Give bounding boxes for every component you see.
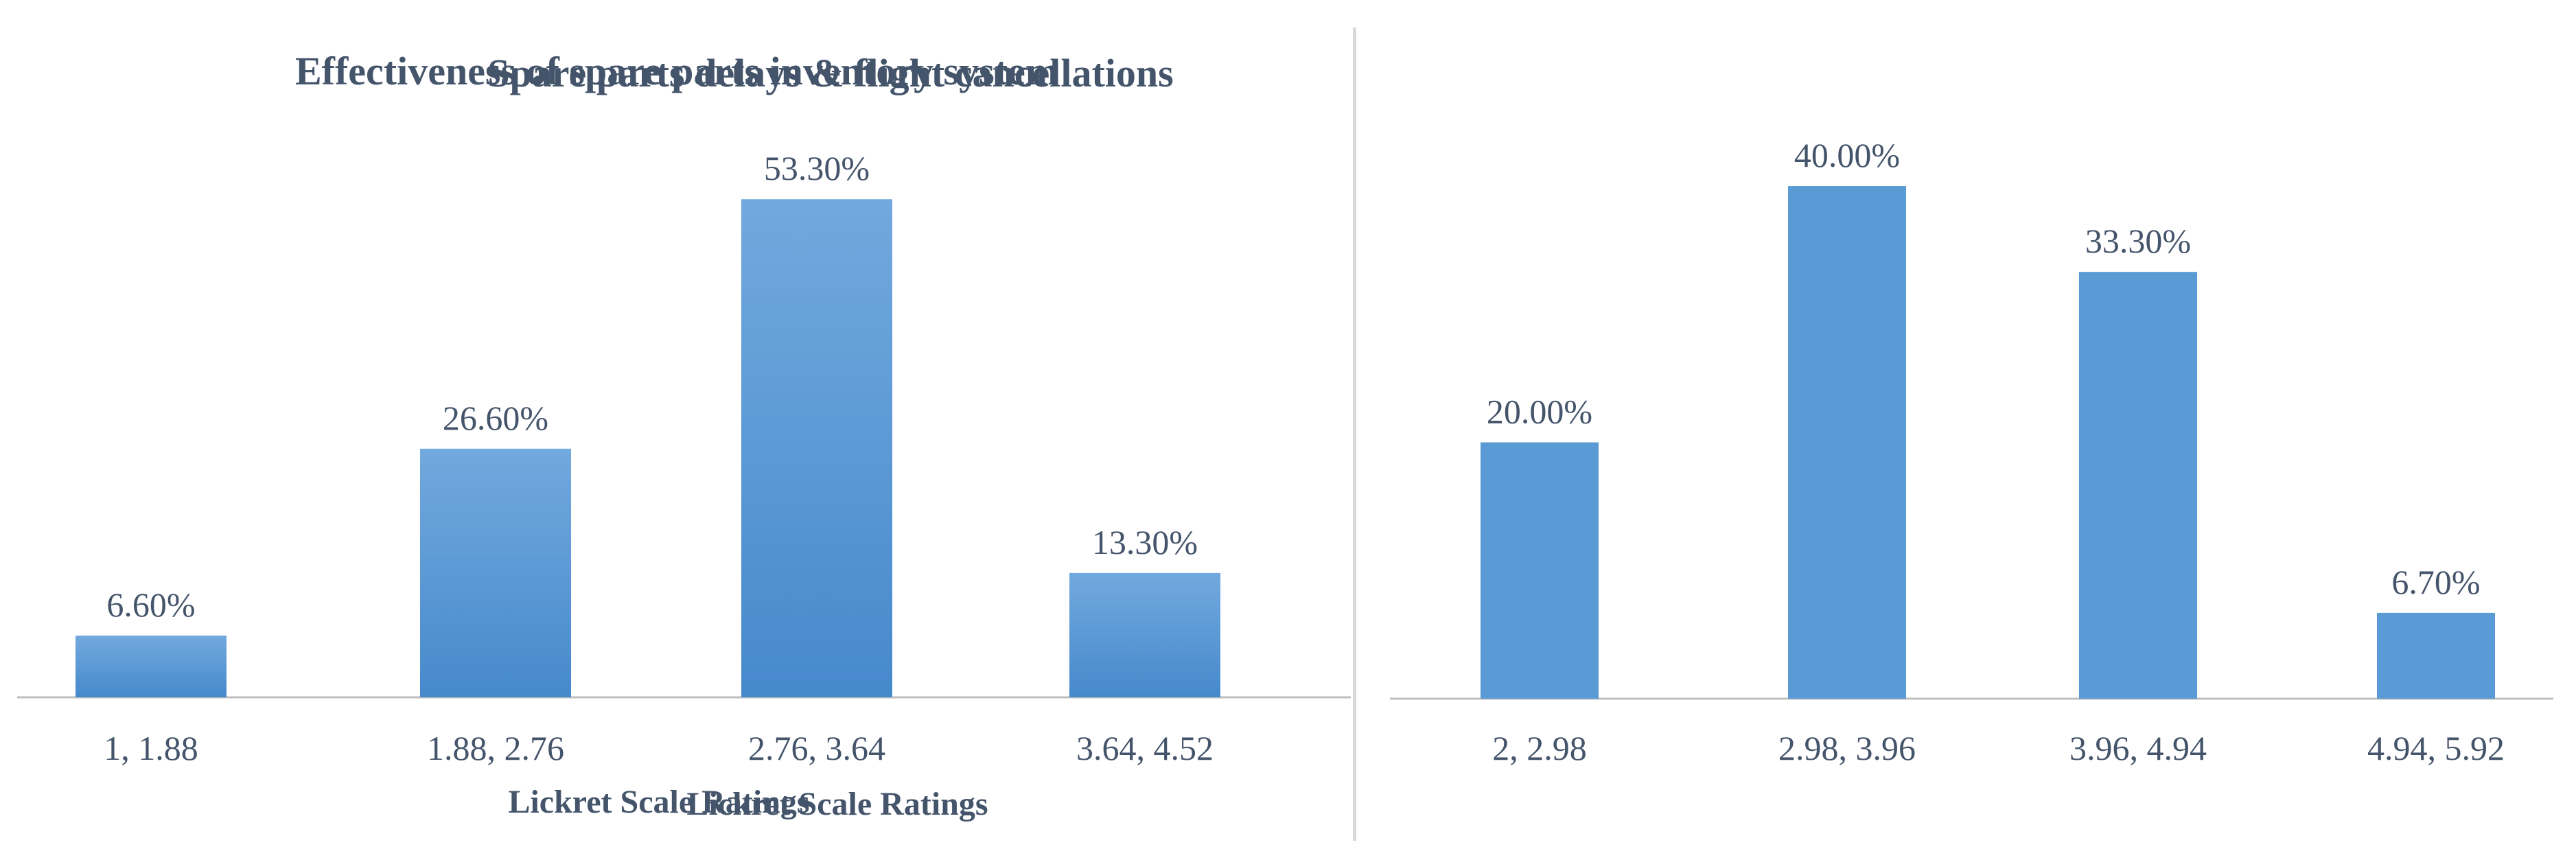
chart-bar bbox=[741, 199, 892, 697]
chart-bar bbox=[1069, 572, 1220, 697]
chart-category-label: 4.94, 5.92 bbox=[2367, 729, 2505, 767]
chart-right-bars: 20.00% 2, 2.98 40.00% 2.98, 3.96 33.30% 3.96,… bbox=[1481, 136, 2505, 767]
chart-left-x-axis-title: Lickret Scale Ratings bbox=[508, 784, 809, 820]
chart-data-label: 33.30% bbox=[2085, 222, 2191, 260]
chart-bar bbox=[2079, 272, 2197, 699]
chart-bar bbox=[1788, 186, 1906, 699]
chart-category-label: 1, 1.88 bbox=[104, 729, 198, 767]
chart-data-label: 6.60% bbox=[106, 585, 195, 624]
chart-bar bbox=[2377, 612, 2495, 699]
chart-data-label: 13.30% bbox=[1092, 523, 1198, 561]
chart-data-label: 6.70% bbox=[2391, 563, 2480, 601]
chart-bar bbox=[420, 448, 571, 697]
chart-left-bars: 6.60% 1, 1.88 26.60% 1.88, 2.76 53.30% 2.76, … bbox=[76, 149, 1220, 767]
chart-bar bbox=[1481, 442, 1599, 699]
chart-category-label: 2.98, 3.96 bbox=[1778, 729, 1916, 767]
chart-category-label: 1.88, 2.76 bbox=[427, 729, 564, 767]
chart-category-label: 2, 2.98 bbox=[1492, 729, 1587, 767]
chart-data-label: 20.00% bbox=[1487, 393, 1592, 431]
chart-category-label: 2.76, 3.64 bbox=[748, 729, 885, 767]
chart-category-label: 3.96, 4.94 bbox=[2069, 729, 2207, 767]
chart-left-title: Effectiveness of spare parts inventory s… bbox=[295, 49, 1058, 93]
chart-right-x-axis-title: Lickret Scale Ratings bbox=[686, 786, 988, 822]
chart-right-title: Spare parts delays & flight cancellation… bbox=[487, 51, 1173, 95]
chart-right-svg: Spare parts delays & flight cancellation… bbox=[487, 51, 2553, 822]
chart-right-panel: Spare parts delays & flight cancellation… bbox=[487, 0, 2576, 849]
chart-left-svg: Effectiveness of spare parts inventory s… bbox=[17, 49, 1351, 820]
chart-data-label: 26.60% bbox=[443, 399, 548, 437]
chart-divider bbox=[1353, 27, 1356, 841]
chart-data-label: 53.30% bbox=[764, 149, 870, 187]
chart-data-label: 40.00% bbox=[1794, 136, 1900, 174]
chart-left-panel: Effectiveness of spare parts inventory s… bbox=[17, 49, 1351, 820]
chart-bar bbox=[76, 636, 227, 697]
chart-category-label: 3.64, 4.52 bbox=[1076, 729, 1214, 767]
